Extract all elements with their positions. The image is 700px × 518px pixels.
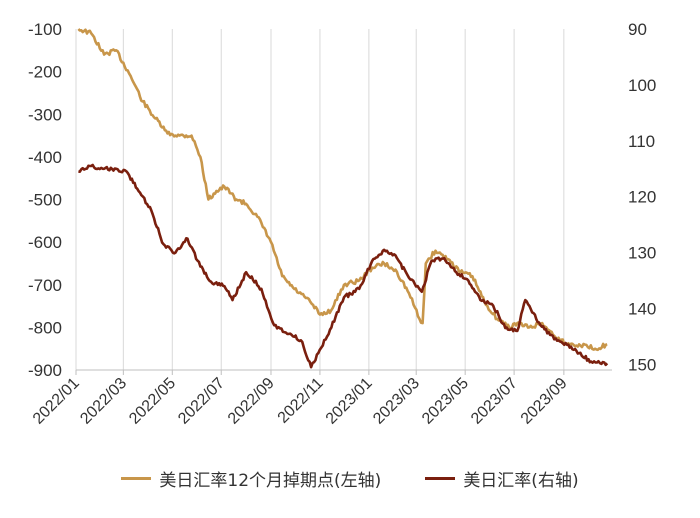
x-axis-ticks: 2022/012022/032022/052022/072022/092022/… <box>30 370 571 428</box>
x-tick-label: 2023/09 <box>518 375 571 428</box>
x-tick-label: 2022/09 <box>225 375 278 428</box>
series-line <box>78 163 609 369</box>
left-tick-label: -300 <box>28 105 62 124</box>
left-tick-label: -400 <box>28 148 62 167</box>
vertical-gridlines <box>75 29 565 370</box>
x-tick-label: 2022/07 <box>175 375 228 428</box>
legend: 美日汇率12个月掉期点(左轴) 美日汇率(右轴) <box>0 466 700 491</box>
left-axis-ticks: -100 -200 -300 -400 -500 -600 -700 -800 -900 <box>28 20 62 380</box>
right-tick-label: 150 <box>628 355 656 374</box>
right-axis-ticks: 90 100 110 120 130 140 150 <box>628 20 656 374</box>
legend-swatch-fx <box>425 477 456 480</box>
x-tick-label: 2022/05 <box>126 375 179 428</box>
left-tick-label: -700 <box>28 276 62 295</box>
left-tick-label: -500 <box>28 191 62 210</box>
chart-canvas: -100 -200 -300 -400 -500 -600 -700 -800 -900 90 1… <box>28 20 656 428</box>
x-tick-label: 2022/03 <box>77 375 130 428</box>
right-tick-label: 110 <box>628 132 655 151</box>
legend-item-fx: 美日汇率(右轴) <box>425 466 579 491</box>
x-tick-label: 2022/01 <box>30 375 83 428</box>
x-tick-label: 2023/01 <box>323 375 376 428</box>
right-tick-label: 100 <box>628 76 656 95</box>
left-tick-label: -100 <box>28 20 62 39</box>
right-tick-label: 130 <box>628 244 656 263</box>
legend-swatch-swap <box>121 477 152 480</box>
left-tick-label: -600 <box>28 233 62 252</box>
x-tick-label: 2023/07 <box>468 375 521 428</box>
x-tick-label: 2023/03 <box>370 375 423 428</box>
x-tick-label: 2022/11 <box>275 375 327 427</box>
left-tick-label: -900 <box>28 361 62 380</box>
legend-label-fx: 美日汇率(右轴) <box>463 471 579 491</box>
legend-item-swap: 美日汇率12个月掉期点(左轴) <box>121 466 381 491</box>
legend-label-swap: 美日汇率12个月掉期点(左轴) <box>159 471 382 491</box>
right-tick-label: 90 <box>628 20 647 39</box>
series-lines <box>77 28 609 369</box>
x-tick-label: 2023/05 <box>419 375 472 428</box>
right-tick-label: 140 <box>628 300 656 319</box>
left-tick-label: -200 <box>28 63 62 82</box>
right-tick-label: 120 <box>628 188 656 207</box>
left-tick-label: -800 <box>28 318 62 337</box>
